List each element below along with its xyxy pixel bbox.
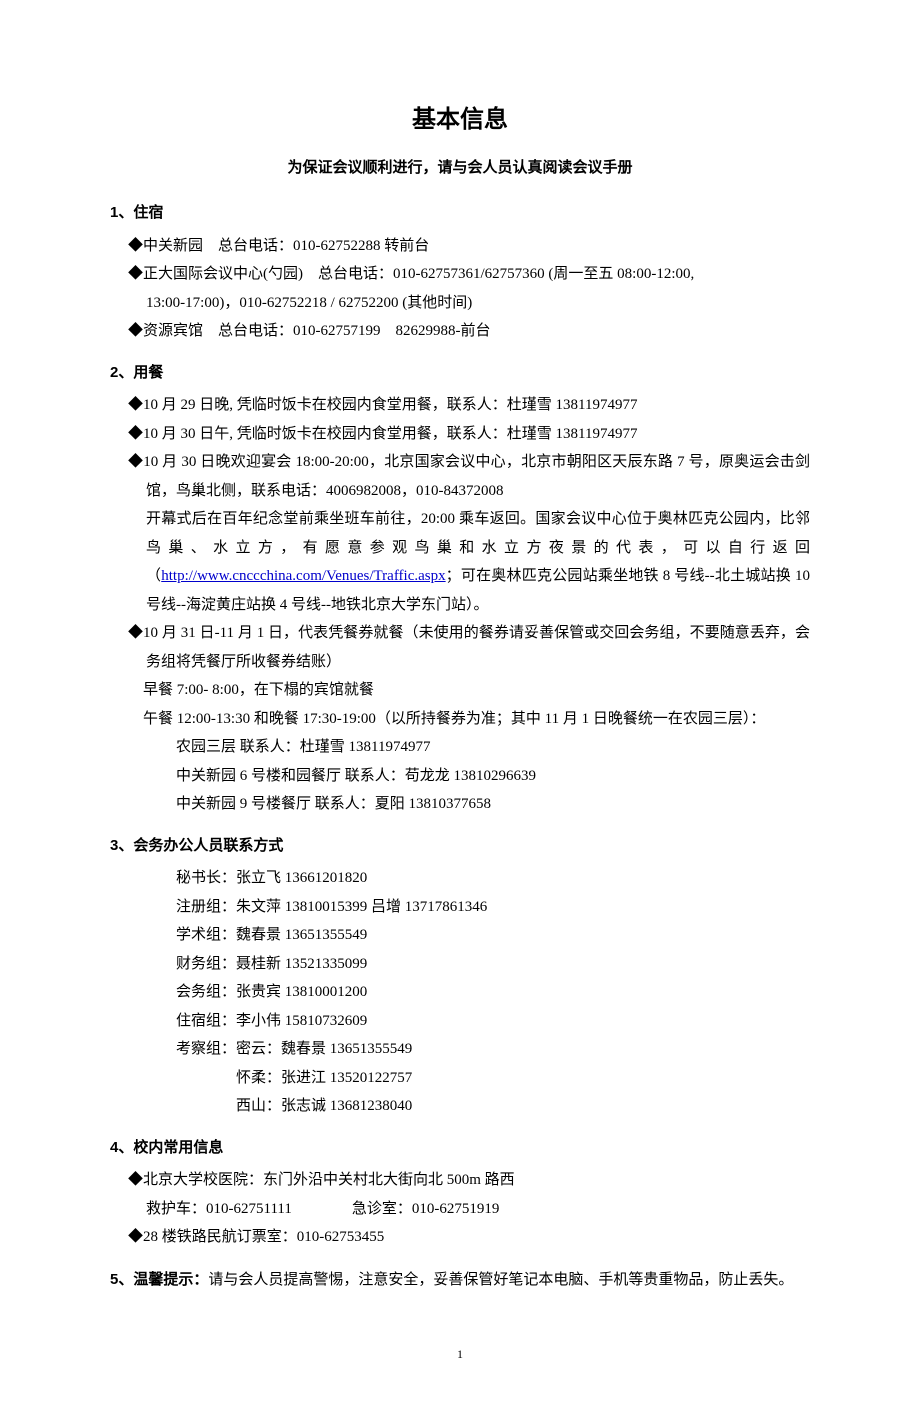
section-4-head: 4、校内常用信息 <box>110 1135 810 1161</box>
s2-item-d3: 午餐 12:00-13:30 和晚餐 17:30-19:00（以所持餐券为准；其… <box>110 705 810 734</box>
s2-r1: 农园三层 联系人：杜瑾雪 13811974977 <box>110 733 810 762</box>
s3-l7: 考察组：密云：魏春景 13651355549 <box>110 1035 810 1064</box>
s4-a: ◆北京大学校医院：东门外沿中关村北大街向北 500m 路西 <box>110 1166 810 1195</box>
s2-item-c2: 开幕式后在百年纪念堂前乘坐班车前往，20:00 乘车返回。国家会议中心位于奥林匹… <box>110 505 810 619</box>
page-subtitle: 为保证会议顺利进行，请与会人员认真阅读会议手册 <box>110 155 810 181</box>
section-5: 5、温馨提示：请与会人员提高警惕，注意安全，妥善保管好笔记本电脑、手机等贵重物品… <box>110 1266 810 1295</box>
section-1-head: 1、住宿 <box>110 200 810 226</box>
s1-item-a: ◆中关新园 总台电话：010-62752288 转前台 <box>110 232 810 261</box>
s3-l8: 怀柔：张进江 13520122757 <box>110 1064 810 1093</box>
page-title: 基本信息 <box>110 100 810 141</box>
s5-label: 5、温馨提示： <box>110 1271 208 1288</box>
s1-item-b2: 13:00-17:00)，010-62752218 / 62752200 (其他… <box>110 289 810 318</box>
s3-l4: 财务组：聂桂新 13521335099 <box>110 950 810 979</box>
s2-r3: 中关新园 9 号楼餐厅 联系人：夏阳 13810377658 <box>110 790 810 819</box>
s3-l2: 注册组：朱文萍 13810015399 吕增 13717861346 <box>110 893 810 922</box>
link-cncc[interactable]: http://www.cnccchina.com/Venues/Traffic.… <box>161 568 445 584</box>
s2-item-c1: ◆10 月 30 日晚欢迎宴会 18:00-20:00，北京国家会议中心，北京市… <box>110 448 810 505</box>
s4-b: 救护车：010-62751111 急诊室：010-62751919 <box>110 1195 810 1224</box>
s2-item-d2: 早餐 7:00- 8:00，在下榻的宾馆就餐 <box>110 676 810 705</box>
s2-item-b: ◆10 月 30 日午, 凭临时饭卡在校园内食堂用餐，联系人：杜瑾雪 13811… <box>110 420 810 449</box>
s2-item-d1: ◆10 月 31 日-11 月 1 日，代表凭餐券就餐（未使用的餐券请妥善保管或… <box>110 619 810 676</box>
section-2-head: 2、用餐 <box>110 360 810 386</box>
s3-l5: 会务组：张贵宾 13810001200 <box>110 978 810 1007</box>
s3-l9: 西山：张志诚 13681238040 <box>110 1092 810 1121</box>
section-3-head: 3、会务办公人员联系方式 <box>110 833 810 859</box>
s3-l3: 学术组：魏春景 13651355549 <box>110 921 810 950</box>
s5-text: 请与会人员提高警惕，注意安全，妥善保管好笔记本电脑、手机等贵重物品，防止丢失。 <box>208 1272 793 1288</box>
s1-item-c: ◆资源宾馆 总台电话：010-62757199 82629988-前台 <box>110 317 810 346</box>
s4-c: ◆28 楼铁路民航订票室：010-62753455 <box>110 1223 810 1252</box>
s3-l1: 秘书长：张立飞 13661201820 <box>110 864 810 893</box>
s3-l6: 住宿组：李小伟 15810732609 <box>110 1007 810 1036</box>
page-number: 1 <box>110 1344 810 1364</box>
s1-item-b1: ◆正大国际会议中心(勺园) 总台电话：010-62757361/62757360… <box>110 260 810 289</box>
s2-item-a: ◆10 月 29 日晚, 凭临时饭卡在校园内食堂用餐，联系人：杜瑾雪 13811… <box>110 391 810 420</box>
s2-r2: 中关新园 6 号楼和园餐厅 联系人：苟龙龙 13810296639 <box>110 762 810 791</box>
